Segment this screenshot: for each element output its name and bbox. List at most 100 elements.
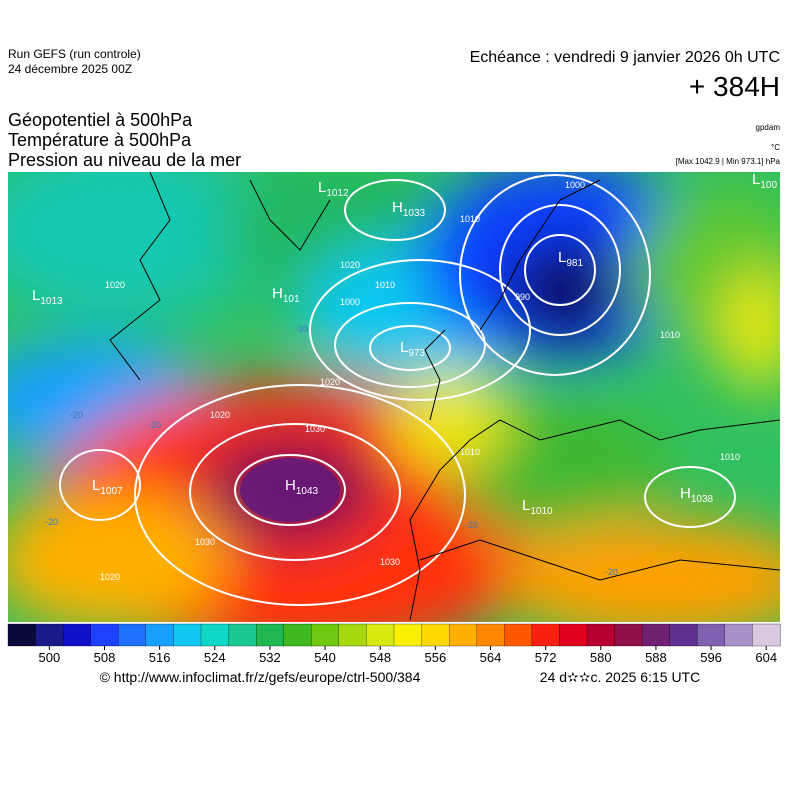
center-value: 1007 — [100, 486, 123, 497]
isobar-label: 1020 — [100, 572, 120, 582]
field-name: Pression au niveau de la mer — [8, 150, 241, 170]
field-name: Géopotentiel à 500hPa — [8, 110, 193, 130]
colorbar-tick-label: 564 — [480, 650, 502, 665]
run-label: Run GEFS (run controle) — [8, 47, 141, 61]
pressure-center: L1012 — [318, 179, 349, 199]
isobar-label: 1020 — [210, 410, 230, 420]
colorbar-swatch — [255, 623, 285, 647]
colorbar-tick-label: 548 — [369, 650, 391, 665]
unit: °C — [771, 143, 780, 152]
pressure-center: L1007 — [92, 477, 123, 497]
colorbar-swatch — [7, 623, 37, 647]
pressure-center: H1038 — [680, 485, 714, 505]
run-date: 24 décembre 2025 00Z — [8, 62, 132, 76]
center-value: 1012 — [326, 188, 349, 199]
colorbar-swatch — [311, 623, 340, 647]
isobar-label: 1000 — [565, 180, 585, 190]
isotherm-label: -20 — [148, 420, 161, 430]
colorbar-swatch — [559, 623, 588, 647]
colorbar-swatch — [145, 623, 175, 647]
colorbar-swatch — [393, 623, 423, 647]
valid-time: Echéance : vendredi 9 janvier 2026 0h UT… — [470, 49, 780, 66]
isobar-label: 1020 — [340, 260, 360, 270]
colorbar-tick-label: 508 — [94, 650, 116, 665]
colorbar-swatch — [62, 623, 92, 647]
center-letter: H — [392, 199, 403, 216]
pressure-center: L981 — [558, 249, 583, 269]
pressure-center: L973 — [400, 339, 425, 359]
colorbar-tick-label: 516 — [149, 650, 171, 665]
colorbar-swatch — [118, 623, 147, 647]
isobar-label: 1010 — [460, 214, 480, 224]
colorbar-tick-label: 556 — [425, 650, 447, 665]
lead-time: + 384H — [689, 71, 780, 102]
isobar-label: 1020 — [105, 280, 125, 290]
colorbar-tick-label: 500 — [39, 650, 61, 665]
colorbar-swatch — [173, 623, 202, 647]
center-letter: H — [272, 285, 283, 302]
center-letter: L — [92, 477, 100, 494]
source-url: © http://www.infoclimat.fr/z/gefs/europe… — [100, 669, 421, 685]
center-letter: H — [285, 477, 296, 494]
colorbar-tick-label: 524 — [204, 650, 226, 665]
pressure-center: H1033 — [392, 199, 426, 219]
center-letter: H — [680, 485, 691, 502]
isobar-label: 1010 — [660, 330, 680, 340]
center-value: 1043 — [296, 486, 319, 497]
field-name: Température à 500hPa — [8, 130, 192, 150]
colorbar-swatch — [669, 623, 698, 647]
center-value: 973 — [408, 348, 425, 359]
pressure-center: L1010 — [522, 497, 553, 517]
colorbar-tick-label: 580 — [590, 650, 612, 665]
center-value: 981 — [566, 258, 583, 269]
colorbar-swatch — [366, 623, 395, 647]
unit: [Max 1042.9 | Min 973.1] hPa — [676, 157, 781, 166]
colorbar-swatch — [752, 623, 781, 647]
isobar-label: 1020 — [320, 377, 340, 387]
center-value: 1013 — [40, 296, 63, 307]
colorbar-swatch — [228, 623, 257, 647]
isobar-label: 1010 — [720, 452, 740, 462]
colorbar-swatch — [614, 623, 643, 647]
center-letter: L — [400, 339, 408, 356]
isobar-label: 1030 — [305, 424, 325, 434]
isotherm-label: -20 — [45, 517, 58, 527]
pressure-center: L1013 — [32, 287, 63, 307]
colorbar-tick-label: 604 — [755, 650, 777, 665]
center-letter: L — [752, 171, 760, 188]
isobar-label: 1010 — [375, 280, 395, 290]
isotherm-label: -20 — [605, 567, 618, 577]
center-letter: L — [32, 287, 40, 304]
unit: gpdam — [756, 123, 781, 132]
center-value: 101 — [283, 294, 300, 305]
colorbar-swatch — [531, 623, 561, 647]
timestamp: 24 d✫✫c. 2025 6:15 UTC — [540, 669, 700, 685]
colorbar-swatch — [421, 623, 450, 647]
center-letter: L — [558, 249, 566, 266]
colorbar-swatch — [724, 623, 754, 647]
colorbar-tick-label: 572 — [535, 650, 557, 665]
colorbar-swatch — [448, 623, 478, 647]
colorbar-swatch — [90, 623, 119, 647]
colorbar-swatch — [641, 623, 671, 647]
colorbar-swatch — [283, 623, 312, 647]
colorbar: 500 508 516 524 532 540 548 556 564 572 580 588 596 6… — [7, 623, 781, 665]
isobar-label: 1010 — [460, 447, 480, 457]
colorbar-tick-label: 532 — [259, 650, 281, 665]
pressure-center: L100 — [752, 171, 777, 191]
isotherm-label: -20 — [465, 520, 478, 530]
map: H1043L973L981H1033L1013H1038L1010L1007H1… — [8, 171, 780, 622]
pressure-center: H101 — [272, 285, 300, 305]
colorbar-tick-label: 540 — [314, 650, 336, 665]
colorbar-swatch — [35, 623, 64, 647]
center-value: 100 — [760, 180, 777, 191]
isobar-label: 1030 — [195, 537, 215, 547]
center-value: 1010 — [530, 506, 553, 517]
center-value: 1038 — [691, 494, 714, 505]
center-letter: L — [318, 179, 326, 196]
colorbar-swatch — [476, 623, 505, 647]
colorbar-tick-label: 596 — [700, 650, 722, 665]
colorbar-swatch — [504, 623, 533, 647]
isobar-label: 990 — [515, 292, 530, 302]
